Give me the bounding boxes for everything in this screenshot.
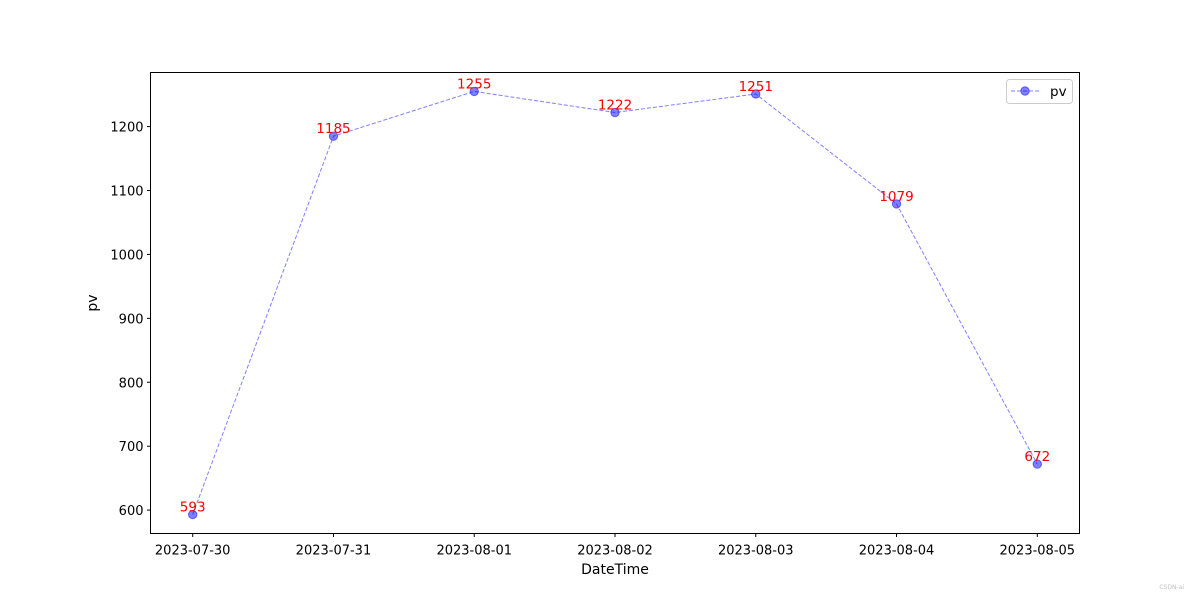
x-tick-label: 2023-08-04: [859, 544, 935, 559]
x-tick-label: 2023-08-02: [577, 544, 653, 559]
x-tick-label: 2023-08-05: [1000, 544, 1076, 559]
y-tick-label: 800: [119, 376, 144, 391]
y-tick-label: 600: [119, 504, 144, 519]
x-tick-label: 2023-08-03: [718, 544, 794, 559]
data-label: 1255: [457, 76, 491, 92]
y-axis-ticks: 600 700 800 900 1000 1100 1200: [110, 121, 151, 519]
data-point: [751, 89, 761, 99]
plot-area: 593 1185 1255 1222 1251 1079 672: [180, 76, 1050, 520]
legend-box: [1006, 79, 1073, 104]
axes-frame: [150, 72, 1080, 534]
y-tick-label: 1200: [110, 121, 143, 136]
data-point: [1032, 459, 1043, 469]
legend-marker: [1020, 86, 1030, 96]
y-tick-label: 1000: [110, 248, 143, 263]
x-axis-label: DateTime: [581, 562, 649, 578]
y-tick-label: 900: [119, 312, 144, 327]
data-label: 1222: [598, 98, 632, 114]
data-label: 1251: [739, 79, 773, 95]
y-tick-label: 1100: [110, 184, 143, 199]
data-point: [188, 509, 198, 520]
data-label: 593: [180, 500, 206, 516]
legend: pv: [1006, 79, 1073, 104]
y-tick-label: 700: [119, 440, 144, 455]
data-point: [891, 199, 902, 209]
data-label: 1185: [316, 121, 350, 137]
data-point: [328, 131, 339, 141]
data-point: [469, 86, 479, 97]
x-tick-label: 2023-07-30: [155, 544, 231, 559]
x-axis-ticks: 2023-07-30 2023-07-31 2023-08-01 2023-08-02…: [155, 533, 1076, 559]
data-label: 672: [1024, 449, 1050, 465]
y-axis-label: pv: [85, 294, 101, 311]
series-line-pv: [192, 90, 1038, 515]
data-label: 1079: [879, 189, 913, 205]
legend-label: pv: [1050, 84, 1067, 100]
x-tick-label: 2023-08-01: [436, 544, 512, 559]
watermark: CSDN-ai: [1159, 584, 1184, 591]
data-point: [610, 107, 620, 118]
x-tick-label: 2023-07-31: [296, 544, 372, 559]
